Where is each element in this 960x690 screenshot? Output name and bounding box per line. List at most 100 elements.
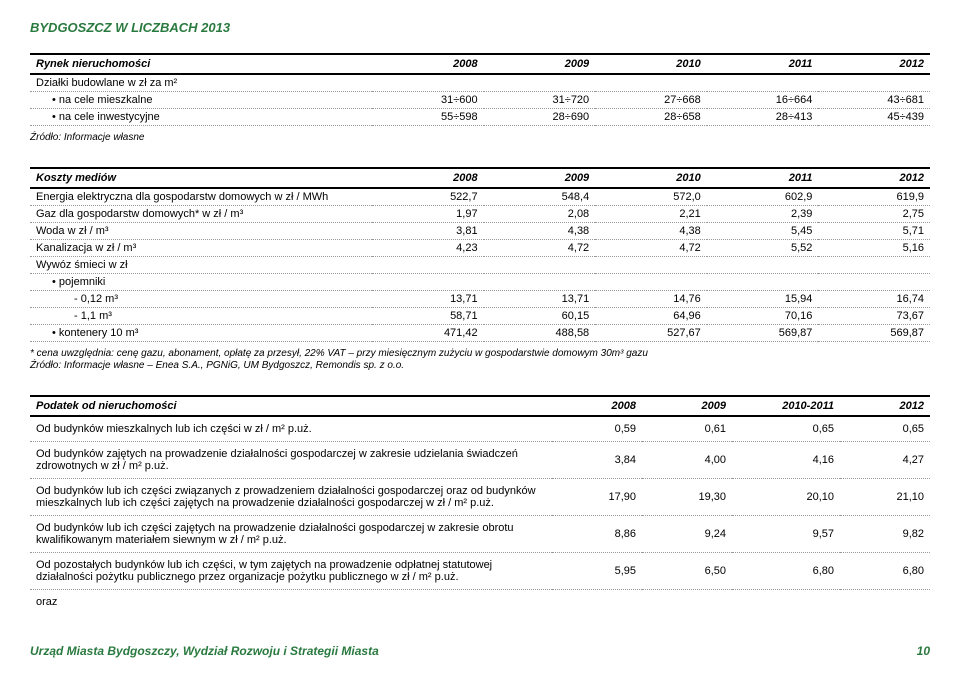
cell-value bbox=[552, 590, 642, 615]
column-header: Koszty mediów bbox=[30, 168, 372, 188]
row-label: Wywóz śmieci w zł bbox=[30, 257, 372, 274]
column-header: 2010 bbox=[595, 168, 707, 188]
table-row: Kanalizacja w zł / m³4,234,724,725,525,1… bbox=[30, 240, 930, 257]
cell-value: 21,10 bbox=[840, 479, 930, 516]
row-label: Od budynków lub ich części związanych z … bbox=[30, 479, 552, 516]
row-label: Od budynków mieszkalnych lub ich części … bbox=[30, 416, 552, 442]
row-label: oraz bbox=[30, 590, 552, 615]
row-label: • na cele inwestycyjne bbox=[30, 109, 372, 126]
table-row: - 1,1 m³58,7160,1564,9670,1673,67 bbox=[30, 308, 930, 325]
cell-value: 471,42 bbox=[372, 325, 484, 342]
cell-value: 5,95 bbox=[552, 553, 642, 590]
cell-value: 3,84 bbox=[552, 442, 642, 479]
table-row: Wywóz śmieci w zł bbox=[30, 257, 930, 274]
cell-value bbox=[818, 257, 930, 274]
cell-value: 73,67 bbox=[818, 308, 930, 325]
cell-value: 19,30 bbox=[642, 479, 732, 516]
footer-right: 10 bbox=[917, 644, 930, 658]
table2-source: Źródło: Informacje własne – Enea S.A., P… bbox=[30, 360, 930, 371]
cell-value: 5,16 bbox=[818, 240, 930, 257]
cell-value: 43÷681 bbox=[818, 92, 930, 109]
cell-value: 9,82 bbox=[840, 516, 930, 553]
cell-value: 0,59 bbox=[552, 416, 642, 442]
cell-value: 0,65 bbox=[840, 416, 930, 442]
cell-value: 5,45 bbox=[707, 223, 819, 240]
cell-value bbox=[372, 74, 484, 92]
column-header: 2009 bbox=[484, 54, 596, 74]
column-header: 2012 bbox=[840, 396, 930, 416]
row-label: Energia elektryczna dla gospodarstw domo… bbox=[30, 188, 372, 206]
cell-value: 619,9 bbox=[818, 188, 930, 206]
cell-value: 3,81 bbox=[372, 223, 484, 240]
table-property-tax: Podatek od nieruchomości200820092010-201… bbox=[30, 395, 930, 614]
cell-value bbox=[818, 274, 930, 291]
cell-value bbox=[484, 257, 596, 274]
column-header: 2008 bbox=[372, 54, 484, 74]
cell-value: 16,74 bbox=[818, 291, 930, 308]
row-label: Działki budowlane w zł za m² bbox=[30, 74, 372, 92]
row-label: • kontenery 10 m³ bbox=[30, 325, 372, 342]
table-row: Gaz dla gospodarstw domowych* w zł / m³1… bbox=[30, 206, 930, 223]
table-real-estate: Rynek nieruchomości20082009201020112012 … bbox=[30, 53, 930, 126]
cell-value bbox=[595, 274, 707, 291]
cell-value: 4,38 bbox=[595, 223, 707, 240]
row-label: - 0,12 m³ bbox=[30, 291, 372, 308]
cell-value: 28÷690 bbox=[484, 109, 596, 126]
cell-value: 569,87 bbox=[707, 325, 819, 342]
row-label: Od pozostałych budynków lub ich części, … bbox=[30, 553, 552, 590]
cell-value: 28÷413 bbox=[707, 109, 819, 126]
column-header: 2009 bbox=[642, 396, 732, 416]
footer-left: Urząd Miasta Bydgoszczy, Wydział Rozwoju… bbox=[30, 644, 379, 658]
cell-value bbox=[642, 590, 732, 615]
column-header: Podatek od nieruchomości bbox=[30, 396, 552, 416]
table-row: Od budynków lub ich części związanych z … bbox=[30, 479, 930, 516]
column-header: 2008 bbox=[552, 396, 642, 416]
cell-value: 4,27 bbox=[840, 442, 930, 479]
row-label: Gaz dla gospodarstw domowych* w zł / m³ bbox=[30, 206, 372, 223]
cell-value: 1,97 bbox=[372, 206, 484, 223]
cell-value: 2,39 bbox=[707, 206, 819, 223]
column-header: Rynek nieruchomości bbox=[30, 54, 372, 74]
page-footer: Urząd Miasta Bydgoszczy, Wydział Rozwoju… bbox=[30, 644, 930, 658]
column-header: 2009 bbox=[484, 168, 596, 188]
cell-value: 4,72 bbox=[595, 240, 707, 257]
cell-value: 60,15 bbox=[484, 308, 596, 325]
table-media-costs: Koszty mediów20082009201020112012 Energi… bbox=[30, 167, 930, 342]
cell-value: 4,38 bbox=[484, 223, 596, 240]
cell-value bbox=[372, 257, 484, 274]
cell-value: 4,72 bbox=[484, 240, 596, 257]
table-row: Od pozostałych budynków lub ich części, … bbox=[30, 553, 930, 590]
cell-value: 15,94 bbox=[707, 291, 819, 308]
cell-value: 14,76 bbox=[595, 291, 707, 308]
cell-value: 45÷439 bbox=[818, 109, 930, 126]
table-row: • pojemniki bbox=[30, 274, 930, 291]
column-header: 2008 bbox=[372, 168, 484, 188]
table-row: Działki budowlane w zł za m² bbox=[30, 74, 930, 92]
cell-value: 6,50 bbox=[642, 553, 732, 590]
cell-value: 6,80 bbox=[840, 553, 930, 590]
row-label: • na cele mieszkalne bbox=[30, 92, 372, 109]
cell-value bbox=[840, 590, 930, 615]
cell-value: 4,00 bbox=[642, 442, 732, 479]
table-row: • kontenery 10 m³471,42488,58527,67569,8… bbox=[30, 325, 930, 342]
row-label: Od budynków zajętych na prowadzenie dzia… bbox=[30, 442, 552, 479]
cell-value: 9,57 bbox=[732, 516, 840, 553]
cell-value: 527,67 bbox=[595, 325, 707, 342]
row-label: Woda w zł / m³ bbox=[30, 223, 372, 240]
cell-value bbox=[595, 257, 707, 274]
column-header: 2011 bbox=[707, 54, 819, 74]
cell-value: 64,96 bbox=[595, 308, 707, 325]
cell-value: 6,80 bbox=[732, 553, 840, 590]
page-header: BYDGOSZCZ W LICZBACH 2013 bbox=[30, 20, 930, 35]
cell-value: 13,71 bbox=[484, 291, 596, 308]
cell-value: 17,90 bbox=[552, 479, 642, 516]
table-row: • na cele mieszkalne31÷60031÷72027÷66816… bbox=[30, 92, 930, 109]
cell-value: 28÷658 bbox=[595, 109, 707, 126]
cell-value bbox=[372, 274, 484, 291]
row-label: • pojemniki bbox=[30, 274, 372, 291]
row-label: Od budynków lub ich części zajętych na p… bbox=[30, 516, 552, 553]
table-row: Energia elektryczna dla gospodarstw domo… bbox=[30, 188, 930, 206]
cell-value: 548,4 bbox=[484, 188, 596, 206]
cell-value: 0,61 bbox=[642, 416, 732, 442]
cell-value: 13,71 bbox=[372, 291, 484, 308]
